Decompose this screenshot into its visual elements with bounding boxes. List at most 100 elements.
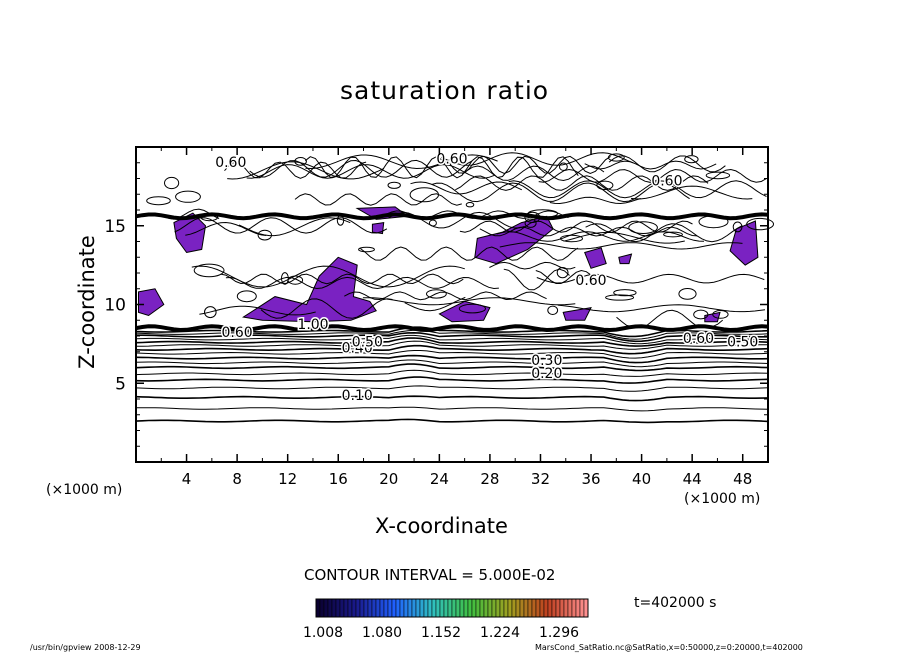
contour-label: 0.60	[215, 155, 246, 171]
contour-line	[135, 329, 769, 340]
contour-line	[404, 296, 466, 312]
contour-label: 0.10	[342, 388, 373, 404]
colorbar-cell	[435, 598, 441, 618]
colorbar-cell	[483, 598, 489, 618]
supersaturated-region	[242, 256, 377, 323]
contour-band	[135, 212, 769, 221]
contour-loop	[458, 303, 486, 314]
y-tick-label: 5	[115, 374, 126, 394]
colorbar-cell	[515, 598, 521, 618]
colorbar-cell	[411, 598, 417, 618]
colorbar-cell	[331, 598, 337, 618]
contour-label: 1.00	[297, 317, 328, 333]
contour-line	[360, 246, 579, 261]
contour-line	[135, 354, 769, 364]
x-unit-label-right: (×1000 m)	[684, 491, 761, 507]
footer-left: /usr/bin/gpview 2008-12-29	[30, 643, 141, 652]
y-axis-label: Z-coordinate	[75, 235, 99, 369]
contour-loop	[628, 221, 658, 235]
colorbar-cell	[463, 598, 469, 618]
colorbar-cell	[475, 598, 481, 618]
contour-loop	[596, 180, 614, 191]
contour-loop	[358, 246, 375, 253]
contour-loop	[605, 294, 635, 301]
contour-loop	[663, 231, 683, 238]
contour-line	[135, 385, 769, 392]
x-tick-label: 44	[683, 470, 702, 488]
contour-loop	[684, 155, 699, 164]
colorbar-cell	[491, 598, 497, 618]
colorbar-tick-label: 1.152	[421, 625, 461, 641]
colorbar-cell	[423, 598, 429, 618]
contour-loop	[678, 288, 697, 300]
colorbar-cell	[387, 598, 393, 618]
colorbar-cell	[459, 598, 465, 618]
contour-line	[536, 273, 765, 284]
colorbar-cell	[507, 598, 513, 618]
colorbar-tick-label: 1.080	[362, 625, 402, 641]
contour-line	[294, 193, 462, 206]
supersaturated-region	[562, 306, 592, 321]
colorbar-cell	[359, 598, 365, 618]
contour-line	[440, 152, 634, 166]
contour-loop	[607, 153, 625, 162]
x-tick-label: 48	[733, 470, 752, 488]
contour-line	[135, 359, 769, 368]
contour-line	[584, 160, 717, 170]
contour-loop	[387, 181, 401, 189]
colorbar-cell	[451, 598, 457, 618]
colorbar-cell	[351, 598, 357, 618]
contour-labels: 0.100.200.300.400.500.60 1.000.500.600.60…	[214, 150, 760, 405]
contour-label: 0.50	[352, 334, 383, 350]
colorbar-cell	[323, 598, 329, 618]
colorbar-cell	[571, 598, 577, 618]
contour-line	[135, 337, 769, 347]
colorbar-cell	[379, 598, 385, 618]
contour-lines	[135, 152, 774, 424]
contour-line	[459, 220, 693, 233]
contour-loop	[175, 190, 201, 203]
contour-line	[135, 344, 769, 355]
contour-loop	[698, 215, 729, 229]
colorbar-cell	[527, 598, 533, 618]
colorbar-cell	[363, 598, 369, 618]
contour-line	[462, 165, 605, 182]
contour-loop	[336, 215, 345, 226]
contour-line	[410, 181, 523, 195]
contour-label: 0.30	[531, 353, 562, 369]
colorbar-cell	[575, 598, 581, 618]
y-tick-label: 15	[104, 217, 126, 237]
contour-loop	[428, 219, 437, 227]
colorbar-cell	[467, 598, 473, 618]
colorbar-cell	[487, 598, 493, 618]
contour-line	[508, 180, 767, 199]
contour-line	[135, 363, 769, 372]
contour-line	[630, 185, 753, 200]
colorbar-cell	[579, 598, 585, 618]
colorbar-cell	[443, 598, 449, 618]
contour-label: 0.60	[651, 174, 682, 190]
colorbar-cell	[407, 598, 413, 618]
colorbar-cell	[583, 598, 589, 618]
contour-line	[503, 268, 570, 291]
contour-line	[489, 261, 576, 270]
contour-loop	[146, 196, 171, 206]
contour-line	[305, 154, 498, 170]
colorbar-cell	[543, 598, 549, 618]
contour-line	[199, 305, 316, 316]
chart-title: saturation ratio	[340, 76, 550, 105]
footer-right: MarsCond_SatRatio.nc@SatRatio,x=0:50000,…	[535, 643, 803, 652]
supersaturated-region	[704, 311, 721, 323]
contour-label: 0.60	[683, 331, 714, 347]
contour-loop	[559, 162, 568, 171]
contour-line	[135, 350, 769, 359]
colorbar-frame	[315, 598, 589, 618]
contour-loop	[409, 187, 439, 203]
contour-line	[135, 406, 769, 412]
contour-line	[238, 217, 351, 237]
supersaturated-region	[138, 288, 165, 317]
colorbar-cell	[419, 598, 425, 618]
colorbar-cell	[563, 598, 569, 618]
contour-loop	[527, 209, 558, 218]
contour-line	[387, 211, 525, 229]
